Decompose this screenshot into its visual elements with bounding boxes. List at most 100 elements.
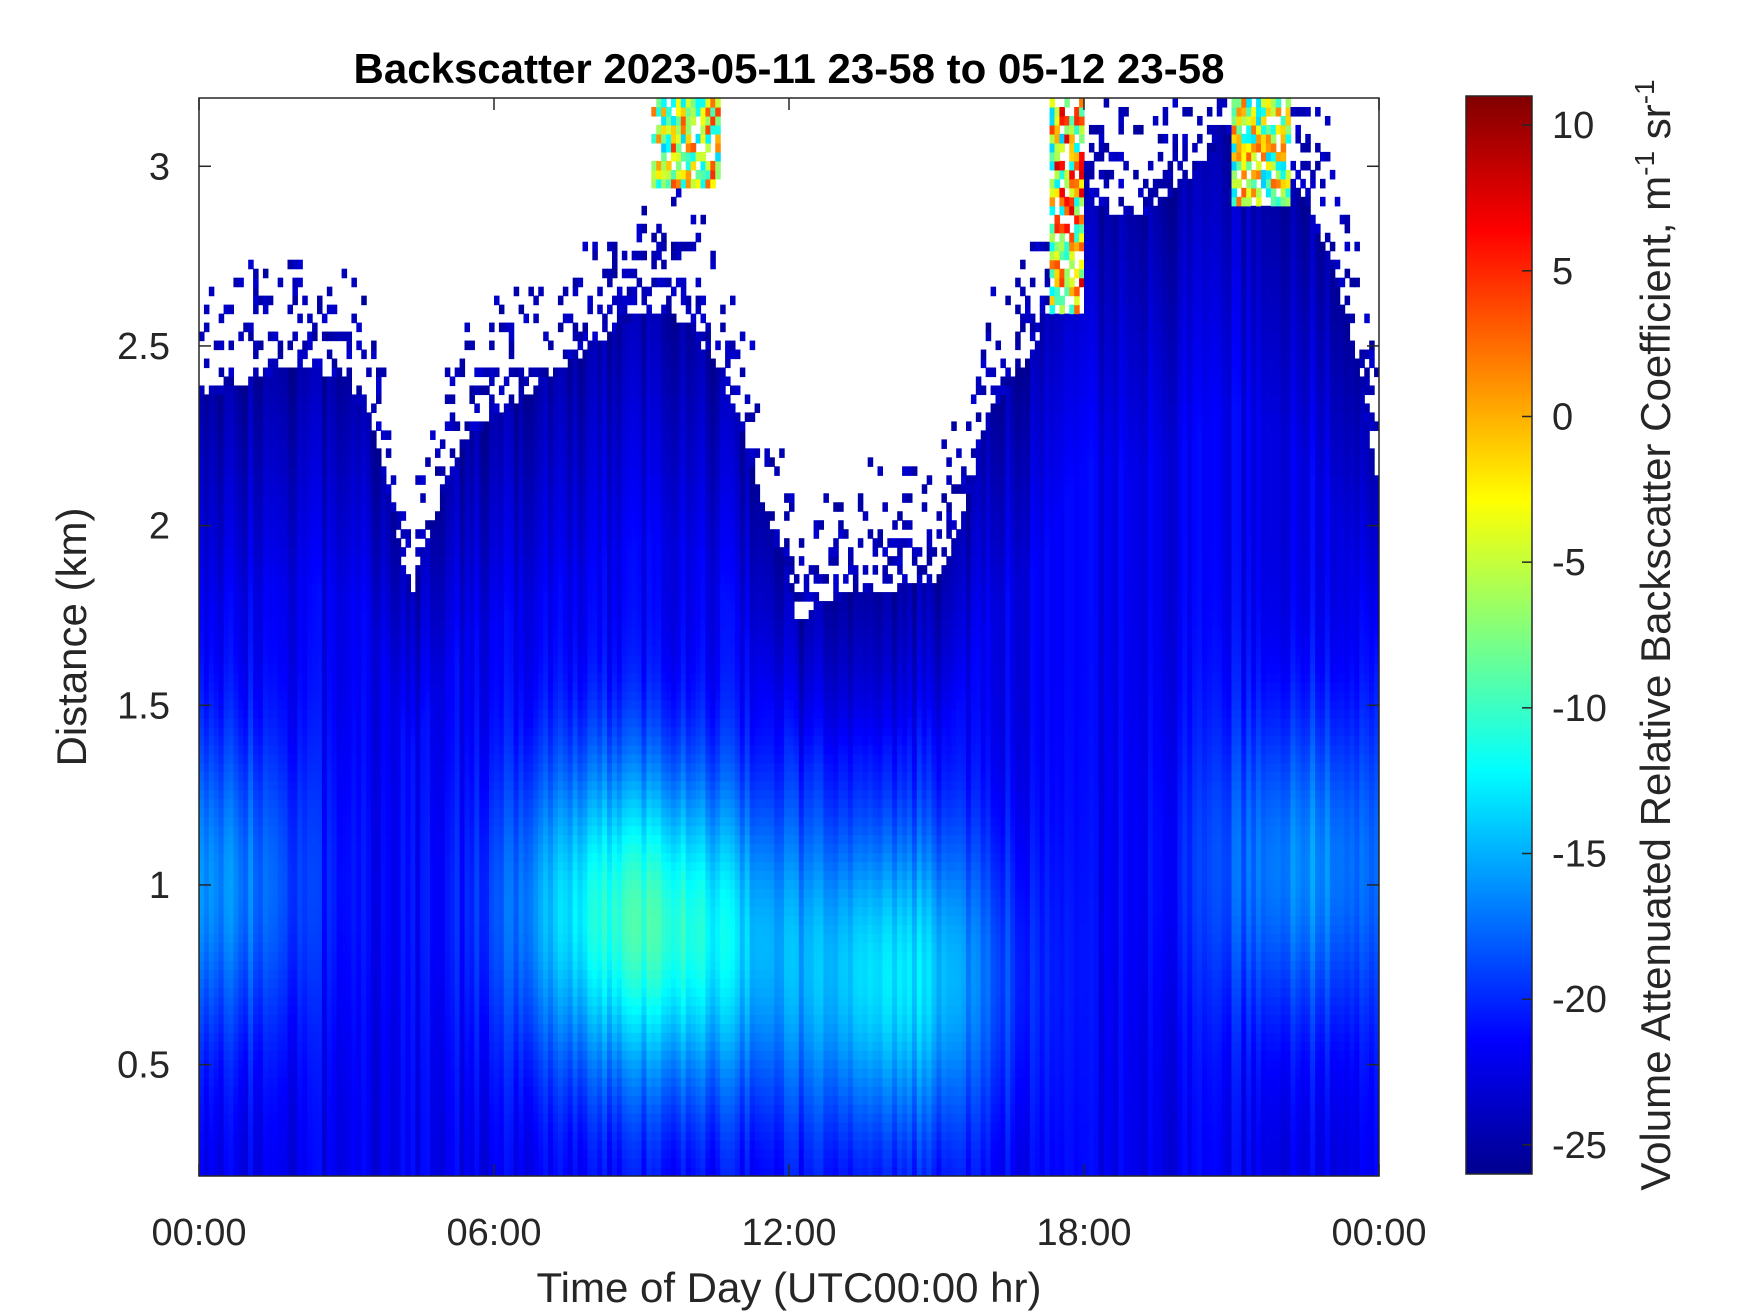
heatmap-cell	[420, 960, 426, 970]
heatmap-cell	[336, 807, 343, 818]
heatmap-cell	[410, 915, 416, 926]
heatmap-cell	[380, 726, 387, 737]
heatmap-cell	[385, 843, 392, 854]
heatmap-cell	[459, 969, 466, 979]
heatmap-cell	[321, 448, 328, 458]
heatmap-cell	[258, 708, 264, 719]
heatmap-cell	[267, 637, 274, 647]
heatmap-cell	[439, 1086, 446, 1096]
heatmap-cell	[366, 1059, 372, 1069]
heatmap-cell	[312, 322, 318, 333]
heatmap-cell	[307, 672, 313, 683]
heatmap-cell	[238, 771, 244, 782]
heatmap-cell	[439, 861, 446, 872]
heatmap-cell	[439, 637, 446, 647]
heatmap-cell	[331, 466, 338, 476]
heatmap-cell	[439, 1059, 446, 1069]
heatmap-cell	[233, 978, 239, 988]
heatmap-cell	[469, 1050, 475, 1060]
heatmap-cell	[243, 484, 249, 494]
heatmap-cell	[474, 1068, 480, 1078]
heatmap-cell	[331, 394, 338, 405]
heatmap-cell	[469, 547, 475, 557]
heatmap-cell	[208, 547, 215, 557]
heatmap-cell	[439, 1041, 446, 1051]
heatmap-cell	[361, 520, 367, 530]
heatmap-cell	[238, 1113, 244, 1123]
heatmap-cell	[317, 430, 323, 440]
heatmap-cell	[351, 574, 357, 584]
heatmap-cell	[479, 1086, 485, 1096]
heatmap-cell	[258, 1140, 264, 1150]
heatmap-cell	[218, 888, 225, 899]
heatmap-cell	[361, 933, 367, 944]
heatmap-cell	[346, 592, 353, 602]
heatmap-cell	[203, 744, 210, 755]
heatmap-cell	[317, 1059, 323, 1069]
heatmap-cell	[415, 1068, 421, 1078]
heatmap-cell	[297, 681, 303, 692]
heatmap-cell	[454, 1050, 461, 1060]
heatmap-cell	[317, 1086, 323, 1096]
heatmap-cell	[361, 1122, 367, 1132]
heatmap-cell	[479, 547, 485, 557]
heatmap-cell	[199, 762, 205, 773]
heatmap-cell	[297, 1149, 303, 1159]
heatmap-cell	[449, 484, 456, 494]
heatmap-cell	[454, 1059, 461, 1069]
heatmap-cell	[395, 619, 402, 629]
heatmap-cell	[253, 628, 259, 638]
heatmap-cell	[425, 870, 431, 881]
heatmap-cell	[248, 520, 254, 530]
heatmap-cell	[331, 753, 338, 764]
heatmap-cell	[376, 816, 382, 827]
heatmap-cell	[218, 367, 225, 378]
heatmap-cell	[376, 654, 382, 665]
heatmap-cell	[336, 502, 343, 512]
heatmap-cell	[454, 699, 461, 710]
heatmap-cell	[262, 628, 269, 638]
heatmap-cell	[474, 448, 480, 458]
heatmap-cell	[385, 726, 392, 737]
heatmap-cell	[400, 825, 407, 836]
heatmap-cell	[243, 565, 249, 575]
heatmap-cell	[410, 663, 416, 674]
heatmap-cell	[469, 906, 475, 917]
heatmap-cell	[464, 645, 471, 656]
heatmap-cell	[312, 771, 318, 782]
heatmap-cell	[415, 1158, 421, 1168]
heatmap-cell	[297, 457, 303, 467]
heatmap-cell	[233, 466, 239, 476]
heatmap-cell	[317, 789, 323, 800]
heatmap-cell	[208, 439, 215, 449]
heatmap-cell	[479, 816, 485, 827]
heatmap-cell	[223, 1149, 230, 1159]
heatmap-cell	[312, 547, 318, 557]
heatmap-cell	[312, 610, 318, 620]
heatmap-cell	[233, 1104, 239, 1114]
heatmap-cell	[228, 304, 235, 315]
heatmap-cell	[317, 1158, 323, 1168]
heatmap-cell	[307, 1005, 313, 1015]
heatmap-cell	[479, 565, 485, 575]
heatmap-cell	[341, 1023, 348, 1033]
heatmap-cell	[395, 924, 402, 935]
heatmap-cell	[203, 403, 210, 414]
heatmap-cell	[400, 1113, 407, 1123]
heatmap-cell	[454, 762, 461, 773]
heatmap-cell	[326, 816, 333, 827]
heatmap-cell	[420, 681, 426, 692]
heatmap-cell	[277, 690, 284, 701]
heatmap-cell	[356, 726, 362, 737]
heatmap-cell	[346, 565, 353, 575]
heatmap-cell	[292, 1104, 298, 1114]
heatmap-cell	[302, 493, 308, 503]
heatmap-cell	[479, 1077, 485, 1087]
heatmap-cell	[228, 610, 235, 620]
heatmap-cell	[361, 1023, 367, 1033]
heatmap-cell	[454, 619, 461, 629]
heatmap-cell	[223, 421, 230, 431]
heatmap-cell	[253, 1104, 259, 1114]
heatmap-cell	[395, 520, 402, 530]
heatmap-cell	[243, 843, 249, 854]
